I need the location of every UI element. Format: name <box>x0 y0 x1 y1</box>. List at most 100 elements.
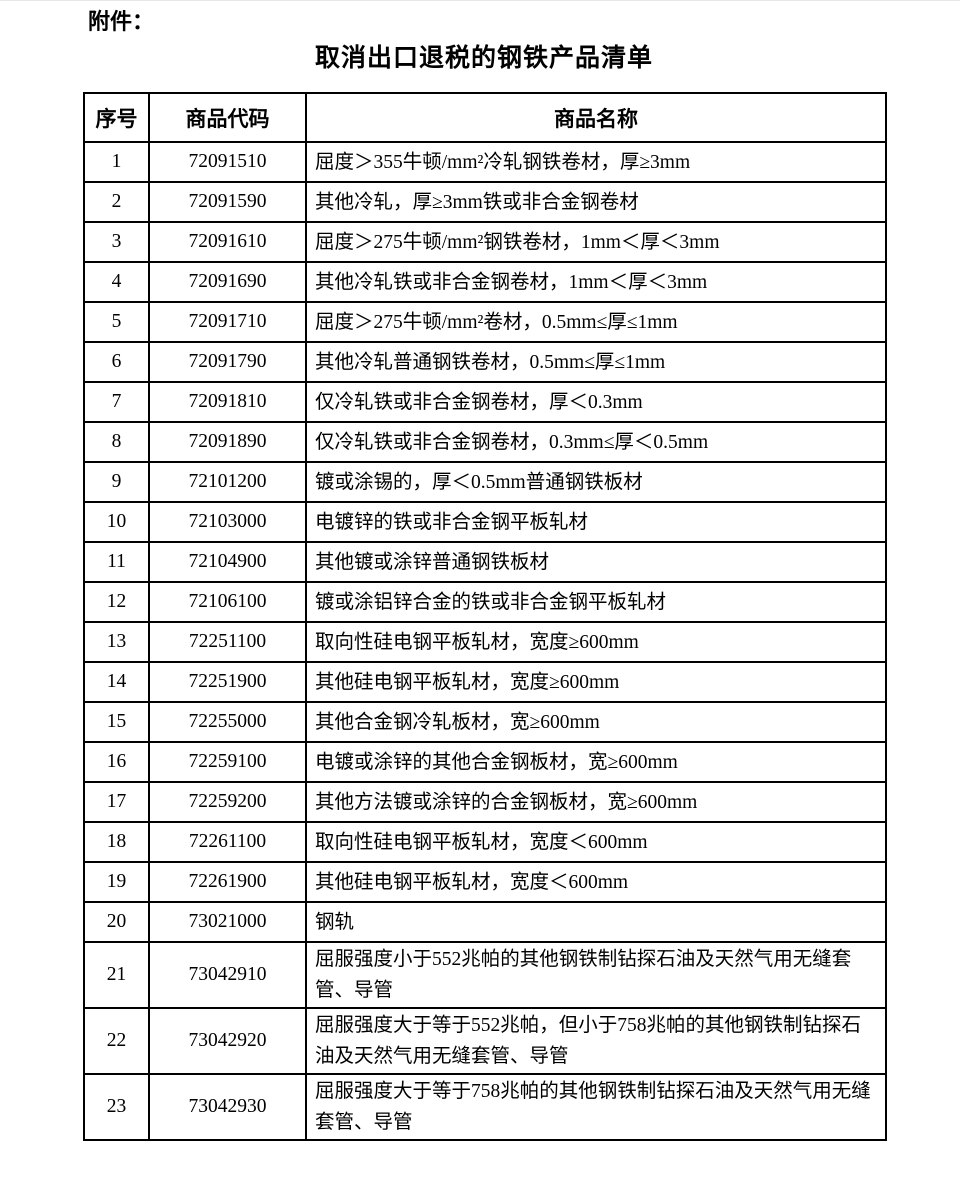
row-serial-number: 4 <box>83 261 150 303</box>
row-product-name: 其他冷轧普通钢铁卷材，0.5mm≤厚≤1mm <box>305 341 887 383</box>
row-product-code: 72091810 <box>148 381 307 423</box>
row-product-name: 取向性硅电钢平板轧材，宽度≥600mm <box>305 621 887 663</box>
table-row: 19 72261900 其他硅电钢平板轧材，宽度＜600mm <box>83 861 887 903</box>
row-serial-number: 8 <box>83 421 150 463</box>
table-row: 8 72091890 仅冷轧铁或非合金钢卷材，0.3mm≤厚＜0.5mm <box>83 421 887 463</box>
row-serial-number: 20 <box>83 901 150 943</box>
header-product-code: 商品代码 <box>148 92 307 143</box>
row-product-name: 屈度＞355牛顿/mm²冷轧钢铁卷材，厚≥3mm <box>305 141 887 183</box>
table-row: 1 72091510 屈度＞355牛顿/mm²冷轧钢铁卷材，厚≥3mm <box>83 141 887 183</box>
row-product-code: 73042910 <box>148 941 307 1009</box>
row-product-code: 72091890 <box>148 421 307 463</box>
row-product-code: 72104900 <box>148 541 307 583</box>
row-serial-number: 13 <box>83 621 150 663</box>
row-product-name: 取向性硅电钢平板轧材，宽度＜600mm <box>305 821 887 863</box>
table-row: 3 72091610 屈度＞275牛顿/mm²钢铁卷材，1mm＜厚＜3mm <box>83 221 887 263</box>
row-serial-number: 15 <box>83 701 150 743</box>
row-product-code: 72091610 <box>148 221 307 263</box>
row-serial-number: 21 <box>83 941 150 1009</box>
row-product-name: 屈度＞275牛顿/mm²卷材，0.5mm≤厚≤1mm <box>305 301 887 343</box>
row-product-code: 73021000 <box>148 901 307 943</box>
table-row: 15 72255000 其他合金钢冷轧板材，宽≥600mm <box>83 701 887 743</box>
row-product-code: 72261900 <box>148 861 307 903</box>
row-product-name: 屈服强度小于552兆帕的其他钢铁制钻探石油及天然气用无缝套管、导管 <box>305 941 887 1009</box>
row-product-code: 72251100 <box>148 621 307 663</box>
row-product-code: 72251900 <box>148 661 307 703</box>
table-row: 5 72091710 屈度＞275牛顿/mm²卷材，0.5mm≤厚≤1mm <box>83 301 887 343</box>
table-header-row: 序号 商品代码 商品名称 <box>83 92 887 143</box>
row-product-code: 73042930 <box>148 1073 307 1141</box>
row-serial-number: 9 <box>83 461 150 503</box>
row-product-code: 72103000 <box>148 501 307 543</box>
table-row: 20 73021000 钢轨 <box>83 901 887 943</box>
table-row: 4 72091690 其他冷轧铁或非合金钢卷材，1mm＜厚＜3mm <box>83 261 887 303</box>
row-serial-number: 14 <box>83 661 150 703</box>
row-serial-number: 7 <box>83 381 150 423</box>
row-serial-number: 6 <box>83 341 150 383</box>
row-serial-number: 16 <box>83 741 150 783</box>
row-product-name: 仅冷轧铁或非合金钢卷材，0.3mm≤厚＜0.5mm <box>305 421 887 463</box>
row-product-code: 72101200 <box>148 461 307 503</box>
table-row: 17 72259200 其他方法镀或涂锌的合金钢板材，宽≥600mm <box>83 781 887 823</box>
row-serial-number: 3 <box>83 221 150 263</box>
row-product-code: 72091690 <box>148 261 307 303</box>
table-row: 22 73042920 屈服强度大于等于552兆帕，但小于758兆帕的其他钢铁制… <box>83 1007 887 1075</box>
row-product-code: 72091590 <box>148 181 307 223</box>
row-serial-number: 23 <box>83 1073 150 1141</box>
row-serial-number: 11 <box>83 541 150 583</box>
row-product-name: 其他冷轧铁或非合金钢卷材，1mm＜厚＜3mm <box>305 261 887 303</box>
table-row: 13 72251100 取向性硅电钢平板轧材，宽度≥600mm <box>83 621 887 663</box>
page-top-edge <box>0 0 960 1</box>
table-row: 18 72261100 取向性硅电钢平板轧材，宽度＜600mm <box>83 821 887 863</box>
row-product-name: 电镀锌的铁或非合金钢平板轧材 <box>305 501 887 543</box>
row-product-name: 其他合金钢冷轧板材，宽≥600mm <box>305 701 887 743</box>
table-body: 1 72091510 屈度＞355牛顿/mm²冷轧钢铁卷材，厚≥3mm 2 72… <box>83 141 887 1141</box>
row-product-code: 72091790 <box>148 341 307 383</box>
row-product-code: 72106100 <box>148 581 307 623</box>
products-table: 序号 商品代码 商品名称 1 72091510 屈度＞355牛顿/mm²冷轧钢铁… <box>83 92 887 1141</box>
table-row: 11 72104900 其他镀或涂锌普通钢铁板材 <box>83 541 887 583</box>
row-product-name: 镀或涂锡的，厚＜0.5mm普通钢铁板材 <box>305 461 887 503</box>
row-serial-number: 12 <box>83 581 150 623</box>
row-product-code: 73042920 <box>148 1007 307 1075</box>
row-serial-number: 17 <box>83 781 150 823</box>
row-product-name: 电镀或涂锌的其他合金钢板材，宽≥600mm <box>305 741 887 783</box>
table-row: 23 73042930 屈服强度大于等于758兆帕的其他钢铁制钻探石油及天然气用… <box>83 1073 887 1141</box>
row-product-name: 其他硅电钢平板轧材，宽度≥600mm <box>305 661 887 703</box>
row-product-name: 镀或涂铝锌合金的铁或非合金钢平板轧材 <box>305 581 887 623</box>
table-row: 21 73042910 屈服强度小于552兆帕的其他钢铁制钻探石油及天然气用无缝… <box>83 941 887 1009</box>
row-product-code: 72261100 <box>148 821 307 863</box>
row-serial-number: 19 <box>83 861 150 903</box>
attachment-label: 附件： <box>88 9 155 34</box>
row-product-name: 钢轨 <box>305 901 887 943</box>
table-row: 16 72259100 电镀或涂锌的其他合金钢板材，宽≥600mm <box>83 741 887 783</box>
row-product-code: 72259200 <box>148 781 307 823</box>
table-row: 6 72091790 其他冷轧普通钢铁卷材，0.5mm≤厚≤1mm <box>83 341 887 383</box>
row-product-name: 屈服强度大于等于758兆帕的其他钢铁制钻探石油及天然气用无缝套管、导管 <box>305 1073 887 1141</box>
table-row: 7 72091810 仅冷轧铁或非合金钢卷材，厚＜0.3mm <box>83 381 887 423</box>
row-product-name: 其他方法镀或涂锌的合金钢板材，宽≥600mm <box>305 781 887 823</box>
table-row: 9 72101200 镀或涂锡的，厚＜0.5mm普通钢铁板材 <box>83 461 887 503</box>
row-product-name: 其他硅电钢平板轧材，宽度＜600mm <box>305 861 887 903</box>
row-serial-number: 22 <box>83 1007 150 1075</box>
table-row: 14 72251900 其他硅电钢平板轧材，宽度≥600mm <box>83 661 887 703</box>
row-product-name: 屈度＞275牛顿/mm²钢铁卷材，1mm＜厚＜3mm <box>305 221 887 263</box>
row-product-name: 其他冷轧，厚≥3mm铁或非合金钢卷材 <box>305 181 887 223</box>
row-product-code: 72091510 <box>148 141 307 183</box>
row-serial-number: 5 <box>83 301 150 343</box>
row-product-name: 其他镀或涂锌普通钢铁板材 <box>305 541 887 583</box>
table-row: 12 72106100 镀或涂铝锌合金的铁或非合金钢平板轧材 <box>83 581 887 623</box>
header-serial-number: 序号 <box>83 92 150 143</box>
row-serial-number: 10 <box>83 501 150 543</box>
row-product-code: 72259100 <box>148 741 307 783</box>
row-product-code: 72255000 <box>148 701 307 743</box>
table-row: 2 72091590 其他冷轧，厚≥3mm铁或非合金钢卷材 <box>83 181 887 223</box>
row-serial-number: 18 <box>83 821 150 863</box>
page-title: 取消出口退税的钢铁产品清单 <box>314 45 653 72</box>
header-product-name: 商品名称 <box>305 92 887 143</box>
row-product-code: 72091710 <box>148 301 307 343</box>
row-product-name: 仅冷轧铁或非合金钢卷材，厚＜0.3mm <box>305 381 887 423</box>
row-product-name: 屈服强度大于等于552兆帕，但小于758兆帕的其他钢铁制钻探石油及天然气用无缝套… <box>305 1007 887 1075</box>
row-serial-number: 2 <box>83 181 150 223</box>
table-row: 10 72103000 电镀锌的铁或非合金钢平板轧材 <box>83 501 887 543</box>
